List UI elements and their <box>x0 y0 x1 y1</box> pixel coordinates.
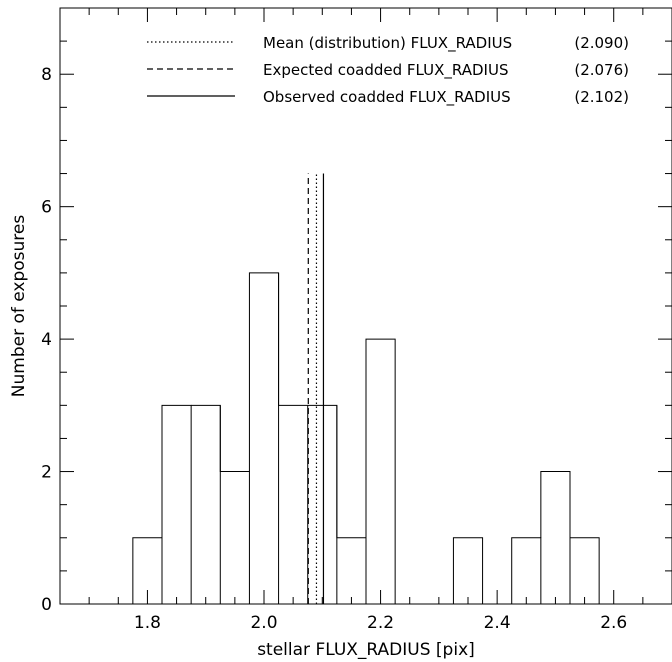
y-axis-label: Number of exposures <box>9 215 29 398</box>
histogram-bar <box>161 404 192 604</box>
legend-value: (2.076) <box>574 61 629 79</box>
x-axis-label: stellar FLUX_RADIUS [pix] <box>257 640 475 660</box>
x-tick-label: 2.6 <box>600 613 627 633</box>
histogram-bar <box>336 405 367 604</box>
x-tick-label: 2.2 <box>367 613 394 633</box>
y-tick-label: 2 <box>41 463 52 483</box>
histogram-bar <box>511 537 542 604</box>
y-tick-label: 0 <box>41 595 52 615</box>
histogram-bar <box>365 338 396 604</box>
reference-lines <box>307 173 325 604</box>
legend-label: Mean (distribution) FLUX_RADIUS <box>263 34 512 53</box>
histogram-bar <box>248 272 280 604</box>
axis-tick-labels: 1.8 2.0 2.2 2.4 2.6 0 2 4 6 8 <box>41 65 627 633</box>
x-tick-label: 1.8 <box>134 613 161 633</box>
x-tick-label: 2.0 <box>250 613 277 633</box>
histogram-bar <box>278 272 309 604</box>
histogram-bar <box>191 404 221 604</box>
histogram-bar <box>452 537 484 604</box>
histogram-bar <box>540 471 571 604</box>
histogram-bar <box>307 404 338 604</box>
histogram-bar <box>132 537 163 604</box>
legend-value: (2.102) <box>574 88 629 106</box>
histogram-bar <box>569 471 600 604</box>
legend-label: Observed coadded FLUX_RADIUS <box>263 88 511 107</box>
histogram-bar <box>219 405 250 604</box>
y-tick-label: 4 <box>41 330 52 350</box>
legend-label: Expected coadded FLUX_RADIUS <box>263 61 508 80</box>
axis-ticks <box>59 7 672 605</box>
histogram-bars <box>132 272 600 604</box>
y-tick-label: 6 <box>41 198 52 218</box>
x-tick-label: 2.4 <box>484 613 511 633</box>
legend: Mean (distribution) FLUX_RADIUS (2.090) Ex… <box>147 34 629 107</box>
y-tick-label: 8 <box>41 65 52 85</box>
legend-value: (2.090) <box>574 34 629 52</box>
